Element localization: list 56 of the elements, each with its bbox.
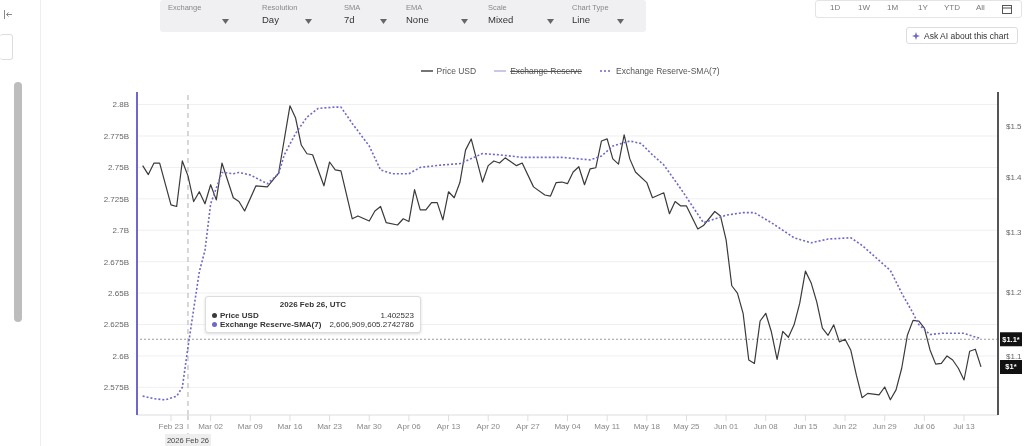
x-tick-label: May 18 <box>633 421 661 431</box>
x-tick-label: Apr 06 <box>397 421 422 431</box>
x-tick-label: May 11 <box>594 421 621 431</box>
y-tick-label: 2.675B <box>103 257 129 267</box>
y-tick-label: 2.8B <box>112 100 129 110</box>
text: 1Y <box>918 3 928 12</box>
text: 7d <box>344 14 356 26</box>
x-tick-label: Mar 16 <box>277 421 303 431</box>
x-tick-label: May 25 <box>673 421 701 431</box>
text: Line <box>572 14 591 26</box>
x-tick-label: Jun 01 <box>714 421 739 431</box>
legend-label: Exchange Reserve <box>510 66 583 76</box>
text: None <box>406 14 429 26</box>
x-tick-label: Mar 30 <box>356 421 383 431</box>
x-tick-label: Jul 13 <box>953 421 976 431</box>
y2-tick-label: $1.2 <box>1006 287 1023 297</box>
text: 1M <box>887 3 899 12</box>
annotation: 2,606,909,605.2742786 <box>329 320 414 329</box>
y-tick-label: 2.575B <box>103 383 129 393</box>
y-tick-label: 2.775B <box>103 131 129 141</box>
y-tick-label: 2.7B <box>112 226 129 236</box>
y-tick-label: 2.75B <box>108 163 129 173</box>
text: Mixed <box>488 14 514 26</box>
x-tick-label: Mar 09 <box>237 421 264 431</box>
text: All <box>976 3 985 12</box>
x-tick-label: Jun 29 <box>872 421 898 431</box>
y-tick-label: 2.725B <box>103 194 129 204</box>
y-tick-label: 2.625B <box>103 320 129 330</box>
x-tick-label: Mar 23 <box>317 421 343 431</box>
y2-tick-label: $1.4 <box>1006 173 1023 183</box>
x-tick-label: Apr 27 <box>516 421 541 431</box>
y-tick-label: 2.65B <box>108 288 129 298</box>
legend-label: Exchange Reserve-SMA(7) <box>616 66 720 76</box>
text: Ask AI about this chart <box>924 30 1009 41</box>
x-tick-label: Jun 22 <box>833 421 858 431</box>
y2-tick-label: $1.3 <box>1006 228 1023 238</box>
x-tick-label: Jul 06 <box>913 421 936 431</box>
x-tick-label: May 04 <box>554 421 582 431</box>
y-tick-label: 2.6B <box>112 351 129 361</box>
legend-label: Price USD <box>436 66 477 76</box>
x-tick-label: Apr 20 <box>476 421 501 431</box>
text: 1D <box>830 3 841 12</box>
y2-tick-label: $1.5 <box>1006 121 1023 131</box>
x-tick-label: Jun 08 <box>753 421 779 431</box>
text: Day <box>262 14 280 26</box>
text: 1W <box>858 3 870 12</box>
text: YTD <box>944 3 960 12</box>
annotation: 2026 Feb 26, UTC <box>278 300 348 309</box>
x-tick-label: Jun 15 <box>793 421 818 431</box>
x-tick-label: Mar 02 <box>198 421 224 431</box>
annotation: Exchange Reserve-SMA(7) <box>220 320 322 329</box>
annotation: 1.402523 <box>380 311 414 320</box>
y2-tick-label: $1.1 <box>1006 352 1023 362</box>
x-tick-label: Apr 13 <box>436 421 461 431</box>
x-tick-label: Feb 23 <box>158 421 184 431</box>
annotation: Price USD <box>220 311 259 320</box>
